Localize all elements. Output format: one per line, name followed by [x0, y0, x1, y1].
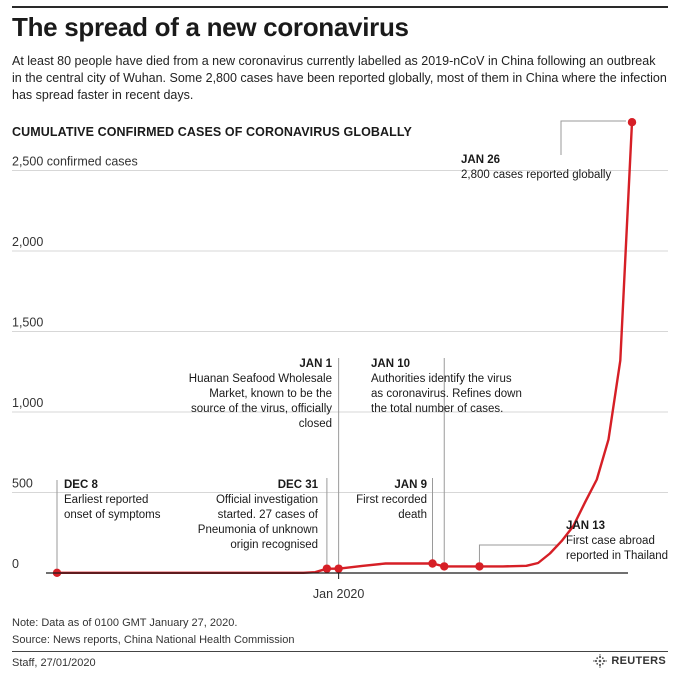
leader-line — [560, 120, 626, 155]
series-line — [55, 120, 634, 574]
annotation-text: Earliest reported — [64, 494, 148, 506]
annotation-text: started. 27 cases of — [218, 509, 319, 521]
annotation-text: source of the virus, officially — [191, 403, 332, 415]
annotation-leaders — [56, 120, 626, 569]
annotation-text: Market, known to be the — [209, 388, 332, 400]
annotation-date: JAN 10 — [371, 358, 410, 370]
annotation-date: JAN 1 — [299, 358, 332, 370]
series-layer — [52, 118, 637, 578]
annotation: JAN 9 First recorded death — [356, 479, 427, 521]
note-text: Note: Data as of 0100 GMT January 27, 20… — [12, 617, 238, 629]
annotation-text: Huanan Seafood Wholesale — [189, 373, 332, 385]
top-rule — [12, 6, 668, 8]
data-point — [627, 118, 637, 127]
annotation-text: closed — [299, 418, 332, 430]
annotation-text: First recorded — [356, 494, 427, 506]
annotation-text: reported in Thailand — [566, 550, 668, 562]
annotation-date: DEC 31 — [278, 479, 319, 491]
annotation-text: onset of symptoms — [64, 509, 161, 521]
data-point — [475, 562, 484, 571]
y-tick-label: 0 — [12, 557, 19, 571]
annotation-date: DEC 8 — [64, 479, 98, 491]
annotation-text: Authorities identify the virus — [371, 373, 512, 385]
y-tick-label: 1,500 — [12, 316, 43, 330]
annotation: JAN 1 Huanan Seafood Wholesale Market, kno… — [189, 358, 333, 430]
annotation-text: as coronavirus. Refines down — [371, 388, 522, 400]
source-text: Source: News reports, China National Hea… — [12, 634, 295, 646]
annotation: JAN 10 Authorities identify the virus as c… — [371, 358, 522, 415]
x-tick-label: Jan 2020 — [313, 587, 364, 601]
data-point — [322, 564, 332, 573]
annotation-text: Official investigation — [216, 494, 318, 506]
y-tick-label: 500 — [12, 477, 33, 491]
y-tick-label: 2,000 — [12, 235, 43, 249]
credit-text: Staff, 27/01/2020 — [12, 657, 96, 669]
page-title: The spread of a new coronavirus — [12, 12, 409, 42]
annotation: DEC 31 Official investigation started. 27 … — [198, 479, 319, 551]
annotation-date: JAN 9 — [394, 479, 427, 491]
annotation: DEC 8 Earliest reported onset of symptoms — [64, 479, 161, 521]
annotation: JAN 13 First case abroad reported in Thail… — [566, 520, 668, 562]
intro-text: At least 80 people have died from a new … — [12, 54, 667, 102]
y-axis-labels: 0 500 1,000 1,500 2,000 2,500 confirmed cases — [12, 155, 138, 572]
x-axis: Jan 2020 — [46, 572, 628, 601]
annotation: JAN 26 2,800 cases reported globally — [461, 154, 611, 181]
data-point — [428, 559, 437, 568]
chart-title: CUMULATIVE CONFIRMED CASES OF CORONAVIRU… — [12, 125, 412, 139]
reuters-logo: REUTERS — [593, 654, 666, 668]
annotation-text: 2,800 cases reported globally — [461, 169, 611, 181]
y-tick-label: 1,000 — [12, 396, 43, 410]
annotation-text: death — [398, 509, 427, 521]
y-tick-label: 2,500 confirmed cases — [12, 155, 138, 169]
annotation-date: JAN 13 — [566, 520, 605, 532]
data-point — [440, 562, 449, 571]
annotation-text: Pneumonia of unknown — [198, 524, 318, 536]
data-point — [334, 564, 343, 573]
annotation-date: JAN 26 — [461, 154, 500, 166]
brand-label: REUTERS — [611, 655, 666, 667]
leader-line — [478, 544, 558, 563]
annotation-text: the total number of cases. — [371, 403, 503, 415]
footer-rule — [12, 651, 668, 652]
grid-lines — [12, 170, 668, 493]
annotation-text: First case abroad — [566, 535, 655, 547]
reuters-dots-icon — [593, 654, 608, 668]
annotation-text: origin recognised — [230, 539, 318, 551]
